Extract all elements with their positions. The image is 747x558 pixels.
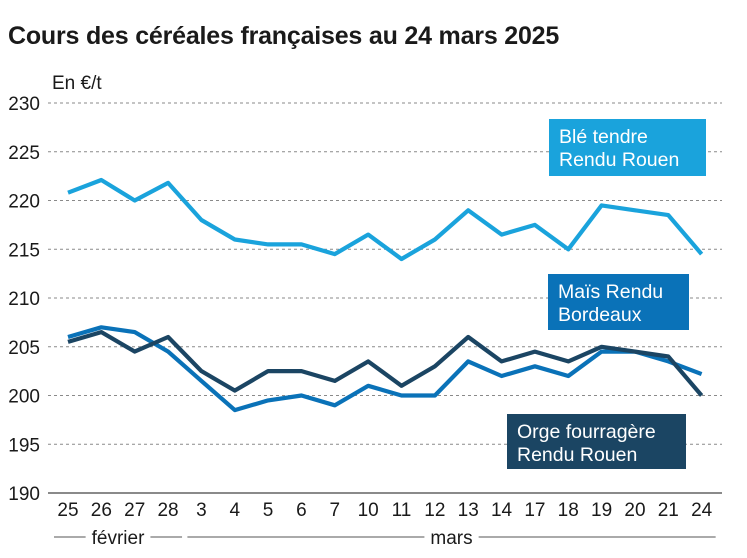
x-tick-label-13: 13: [458, 500, 479, 521]
x-tick-label-4: 4: [229, 500, 240, 521]
legend-label-line-2: Rendu Rouen: [559, 149, 679, 171]
series-line-orge-fourragere-rendu-rouen: [67, 330, 704, 397]
y-tick-label-225: 225: [8, 143, 40, 164]
legend-label-line-1: Maïs Rendu: [558, 281, 663, 303]
x-tick-label-17: 17: [524, 500, 545, 521]
x-tick-label-20: 20: [624, 500, 645, 521]
x-tick-label-18: 18: [558, 500, 579, 521]
x-tick-label-7: 7: [330, 500, 341, 521]
y-tick-label-230: 230: [8, 94, 40, 115]
x-tick-label-12: 12: [424, 500, 445, 521]
y-tick-label-195: 195: [8, 435, 40, 456]
x-tick-label-10: 10: [358, 500, 379, 521]
chart-title: Cours des céréales françaises au 24 mars…: [8, 22, 560, 50]
month-label-fevrier: février: [92, 528, 145, 549]
x-tick-label-3: 3: [196, 500, 207, 521]
legend-box-ble-tendre-rendu-rouen: [549, 119, 706, 176]
y-tick-label-205: 205: [8, 338, 40, 359]
x-tick-label-21: 21: [658, 500, 679, 521]
y-tick-label-215: 215: [8, 240, 40, 261]
x-axis-ticks: 25 26 27 28 3 4 5 6 7 10 11 12 13 14 17 18 19 20 21 24: [57, 500, 712, 521]
month-groups: février mars: [54, 528, 716, 549]
legend-box-mais-rendu-bordeaux: [548, 274, 689, 330]
x-tick-label-5: 5: [263, 500, 274, 521]
legend-label-line-1: Orge fourragère: [517, 421, 656, 443]
legend-label-line-2: Rendu Rouen: [517, 444, 637, 466]
y-axis-unit-label: En €/t: [52, 73, 102, 94]
series-line-mais-rendu-bordeaux: [67, 325, 703, 413]
series-lines: [67, 177, 704, 413]
x-tick-label-27: 27: [124, 500, 145, 521]
x-tick-label-19: 19: [591, 500, 612, 521]
x-tick-label-14: 14: [491, 500, 513, 521]
x-tick-label-11: 11: [392, 500, 412, 521]
y-tick-label-210: 210: [8, 289, 40, 310]
y-tick-label-200: 200: [8, 387, 40, 408]
series-line-ble-tendre-rendu-rouen: [67, 177, 704, 262]
y-tick-label-220: 220: [8, 192, 40, 213]
legend-box-orge-fourragere-rendu-rouen: [507, 414, 686, 469]
month-label-mars: mars: [430, 528, 472, 549]
x-tick-label-6: 6: [296, 500, 307, 521]
y-axis-ticks: 190 195 200 205 210 215 220 225 230: [8, 94, 40, 505]
x-tick-label-26: 26: [91, 500, 112, 521]
x-tick-label-28: 28: [157, 500, 178, 521]
x-tick-label-25: 25: [57, 500, 78, 521]
legend-label-line-2: Bordeaux: [558, 304, 642, 326]
legend-label-line-1: Blé tendre: [559, 126, 648, 148]
y-tick-label-190: 190: [8, 484, 40, 505]
x-tick-label-24: 24: [691, 500, 713, 521]
